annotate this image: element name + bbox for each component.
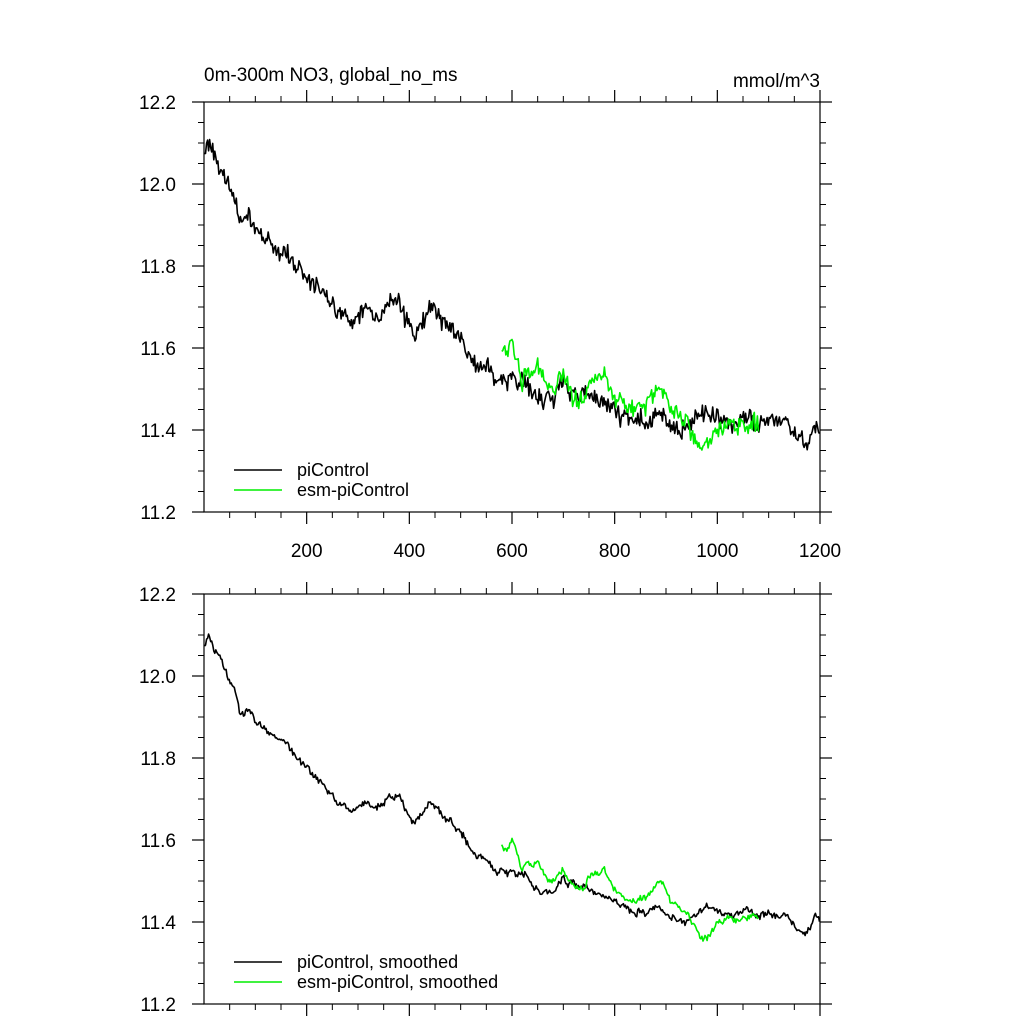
y-tick-label: 11.6 [140, 339, 176, 360]
y-tick-label: 11.8 [140, 749, 176, 770]
y-tick-label: 12.2 [139, 93, 176, 114]
x-tick-label: 1200 [799, 541, 841, 562]
y-tick-label: 11.8 [140, 257, 176, 278]
y-tick-label: 12.2 [139, 585, 176, 606]
x-tick-label: 200 [291, 541, 323, 562]
x-tick-label: 600 [496, 541, 528, 562]
y-tick-label: 12.0 [139, 175, 176, 196]
series-line-picontrol [204, 138, 821, 451]
legend-label-picontrol: piControl [297, 460, 369, 480]
y-tick-label: 11.6 [140, 831, 176, 852]
top-legend: piControl esm-piControl [234, 460, 409, 500]
top-axes-layer: 11.2 11.4 11.6 11.8 12.0 12.2 200 400 600 800 1000… [139, 90, 841, 562]
legend-label-esm-picontrol: esm-piControl [297, 480, 409, 500]
y-tick-label: 11.4 [140, 421, 176, 442]
y-tick-label: 11.2 [140, 503, 176, 524]
units-label: mmol/m^3 [733, 71, 820, 92]
x-tick-label: 1000 [696, 541, 738, 562]
top-panel: 0m-300m NO3, global_no_ms mmol/m^3 11.21… [139, 65, 841, 562]
y-tick-label: 12.0 [139, 667, 176, 688]
legend-label-picontrol-smoothed: piControl, smoothed [297, 952, 458, 972]
bottom-panel: 11.2 11.4 11.6 11.8 12.0 12.2 piControl, smoo… [139, 582, 832, 1016]
top-series-layer [204, 138, 821, 451]
series-line-esm-picontrol-smoothed [500, 837, 759, 942]
series-line-picontrol-smoothed [203, 633, 821, 937]
y-tick-label: 11.4 [140, 913, 176, 934]
x-tick-label: 800 [599, 541, 631, 562]
bottom-axes-layer: 11.2 11.4 11.6 11.8 12.0 12.2 [139, 582, 832, 1016]
chart-title: 0m-300m NO3, global_no_ms [204, 65, 457, 86]
bottom-series-layer [203, 633, 821, 942]
series-line-esm-picontrol [501, 338, 760, 451]
bottom-legend: piControl, smoothed esm-piControl, smoot… [234, 952, 498, 992]
legend-label-esm-picontrol-smoothed: esm-piControl, smoothed [297, 972, 498, 992]
y-tick-label: 11.2 [140, 995, 176, 1016]
x-tick-label: 400 [393, 541, 425, 562]
